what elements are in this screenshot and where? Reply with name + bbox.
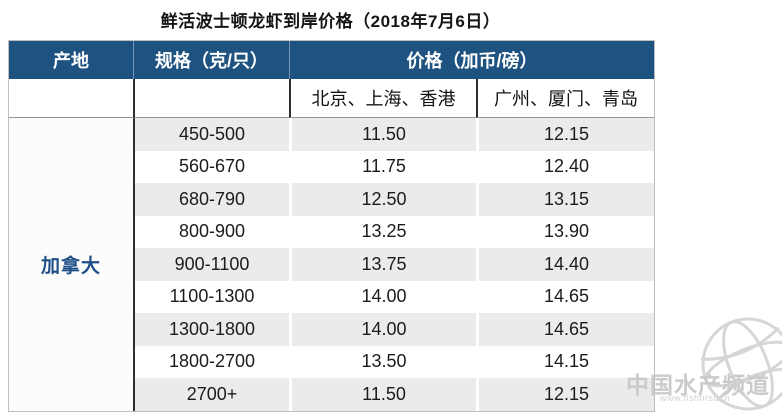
price-cell-group2: 14.15 [476, 345, 654, 378]
watermark-site-url: www.fishfirst.cn [660, 393, 731, 403]
price-cell-group2: 14.65 [476, 280, 654, 313]
spec-cell: 1800-2700 [133, 345, 289, 378]
subheader-cities-group1: 北京、上海、香港 [289, 79, 476, 118]
header-origin: 产地 [9, 41, 133, 79]
price-cell-group2: 13.90 [476, 215, 654, 248]
price-cell-group2: 12.15 [476, 378, 654, 411]
spec-cell: 450-500 [133, 118, 289, 151]
price-cell-group1: 11.75 [289, 150, 476, 183]
spec-cell: 800-900 [133, 215, 289, 248]
price-cell-group2: 12.15 [476, 118, 654, 151]
price-table: 产地 规格（克/只） 价格（加币/磅） 北京、上海、香港 广州、厦门、青岛 加拿… [8, 40, 655, 412]
price-cell-group1: 13.75 [289, 248, 476, 281]
price-cell-group1: 11.50 [289, 118, 476, 151]
price-cell-group1: 13.25 [289, 215, 476, 248]
price-cell-group2: 12.40 [476, 150, 654, 183]
page-title: 鲜活波士顿龙虾到岸价格（2018年7月6日） [160, 12, 501, 31]
price-cell-group1: 14.00 [289, 280, 476, 313]
watermark-site-name: 中国水产频道 [626, 372, 770, 398]
price-cell-group1: 13.50 [289, 345, 476, 378]
price-cell-group2: 14.65 [476, 313, 654, 346]
spec-cell: 1300-1800 [133, 313, 289, 346]
subheader-empty-origin [9, 79, 133, 118]
price-cell-group1: 14.00 [289, 313, 476, 346]
spec-cell: 900-1100 [133, 248, 289, 281]
subheader-empty-spec [133, 79, 289, 118]
header-spec: 规格（克/只） [133, 41, 289, 79]
spec-cell: 680-790 [133, 183, 289, 216]
price-cell-group2: 14.40 [476, 248, 654, 281]
spec-cell: 560-670 [133, 150, 289, 183]
price-cell-group2: 13.15 [476, 183, 654, 216]
globe-watermark-icon [700, 317, 782, 411]
subheader-cities-group2: 广州、厦门、青岛 [476, 79, 654, 118]
price-cell-group1: 11.50 [289, 378, 476, 411]
origin-value-cell: 加拿大 [9, 118, 133, 411]
price-cell-group1: 12.50 [289, 183, 476, 216]
header-price: 价格（加币/磅） [289, 41, 654, 79]
spec-cell: 1100-1300 [133, 280, 289, 313]
spec-cell: 2700+ [133, 378, 289, 411]
